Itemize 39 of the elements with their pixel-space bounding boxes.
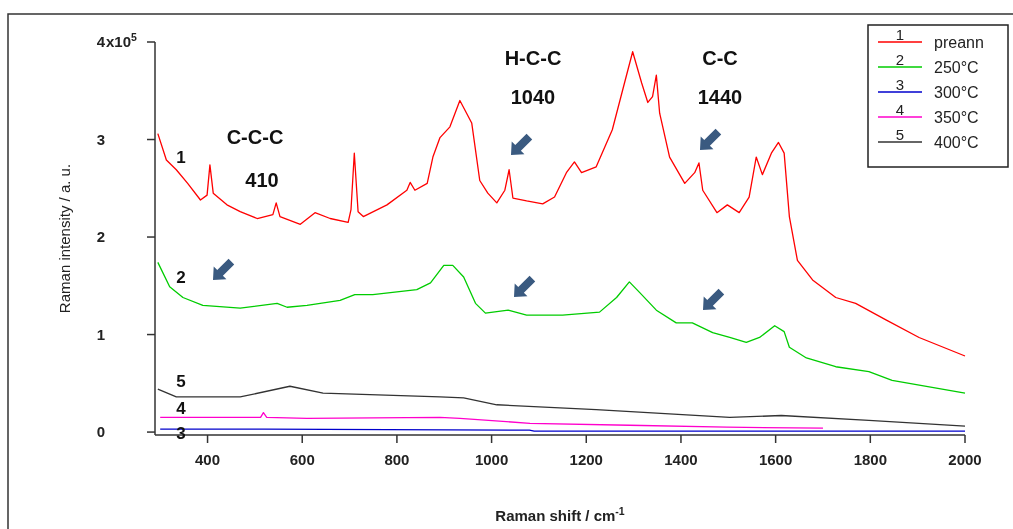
x-tick-label: 2000 (948, 451, 982, 468)
annotation: 2 (176, 267, 186, 287)
legend-label: preann (934, 33, 984, 51)
x-tick-label: 1600 (758, 451, 793, 468)
annotation: H-C-C (504, 47, 562, 69)
x-axis-title: Raman shift / cm$^{-1}$ (495, 505, 625, 524)
x-tick-label: 1800 (853, 451, 888, 468)
x-tick-label: 800 (384, 451, 410, 468)
x-tick-label: 1000 (474, 451, 509, 468)
line-series (157, 261, 966, 394)
x-tick-label: 1200 (569, 451, 603, 468)
text: x10$^{5}$ (106, 31, 138, 51)
y-tick-label: 1 (96, 325, 105, 343)
y-axis-title: Raman intensity / a. u. (56, 163, 73, 314)
annotation: 4 (176, 398, 187, 418)
x-tick-label: 600 (289, 451, 315, 468)
legend-label: 250°C (934, 58, 979, 76)
annotation: 1 (176, 147, 186, 167)
y-tick-label: 2 (96, 228, 105, 246)
annotation: 1040 (510, 86, 556, 108)
text: 2 (895, 51, 905, 68)
x-tick-label: 1400 (664, 451, 698, 468)
text: 4 (895, 101, 905, 118)
annotation: 1440 (697, 86, 743, 108)
text: 3 (895, 76, 905, 93)
y-tick-label: 0 (96, 423, 105, 441)
annotation: 5 (176, 371, 186, 391)
annotation: 410 (245, 169, 279, 191)
x-tick-label: 400 (195, 451, 221, 468)
legend-label: 400°C (934, 133, 979, 151)
legend-label: 350°C (934, 108, 979, 126)
text: 5 (895, 126, 905, 143)
annotation: C-C (702, 47, 738, 69)
legend-label: 300°C (934, 83, 979, 101)
annotation: C-C-C (226, 126, 284, 148)
y-tick-label: 4 (96, 33, 106, 51)
line-series (157, 385, 966, 427)
text: 1 (895, 26, 905, 43)
y-tick-label: 3 (96, 130, 105, 148)
